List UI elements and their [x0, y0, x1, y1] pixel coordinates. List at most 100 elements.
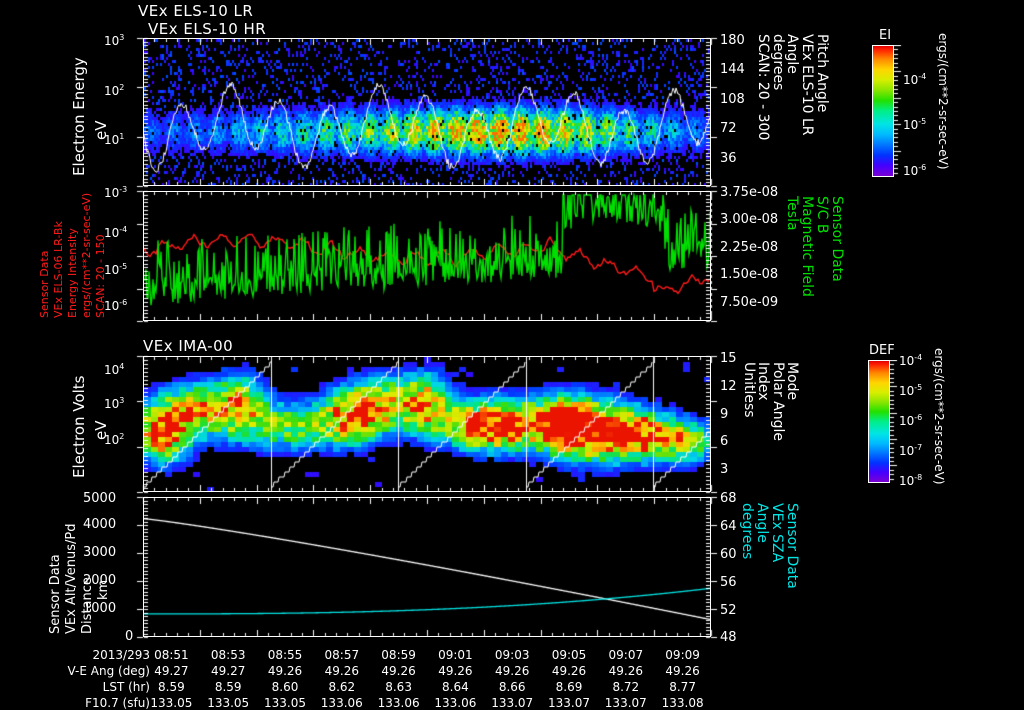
- colorbar1-title: EI: [879, 28, 892, 43]
- panel1-y2tick-2: 108: [720, 92, 745, 107]
- panel1-ytick-0: 103: [104, 33, 125, 48]
- panel2-y2tick-2: 2.25e-08: [720, 240, 779, 255]
- panel3-y2tick-1: 12: [720, 379, 737, 394]
- panel2-ylabel-4: SCAN: 20 - 150: [94, 234, 107, 318]
- panel1-plot-area: [143, 38, 711, 186]
- colorbar2-unit: ergs/(cm**2-sr-sec-eV): [932, 348, 946, 485]
- panel4-y2tick-4: 52: [720, 603, 737, 618]
- panel4-ytick-5: 0: [125, 629, 134, 644]
- time-cell: 09:01: [438, 648, 473, 662]
- panel4-y2tick-3: 56: [720, 575, 737, 590]
- panel3-ytick-2: 102: [104, 432, 125, 447]
- panel3-y2label-3: Unitless: [741, 362, 757, 418]
- time-cell: 49.26: [267, 664, 303, 678]
- colorbar1-tick-0: 10-4: [903, 72, 927, 87]
- panel3-title: VEx IMA-00: [143, 337, 234, 355]
- panel2-y2label-3: Tesla: [784, 196, 800, 231]
- panel1-ylabel-line1: Electron Energy: [70, 57, 88, 176]
- panel4-ytick-2: 3000: [83, 545, 117, 560]
- colorbar2: [868, 360, 890, 483]
- time-cell: 49.26: [495, 664, 530, 678]
- time-cell: 09:07: [608, 648, 644, 662]
- time-cell: 8.63: [385, 680, 412, 694]
- panel3-ytick-0: 104: [104, 362, 125, 377]
- time-cell: 8.77: [669, 680, 696, 694]
- time-cell: 09:05: [551, 648, 587, 662]
- panel1-ytick-1: 102: [104, 83, 125, 98]
- colorbar2-tick-3: 10-7: [899, 443, 923, 458]
- panel2-ytick-0: 10-3: [104, 185, 128, 200]
- panel4-y2tick-2: 60: [720, 547, 737, 562]
- time-cell: 08:53: [210, 648, 246, 662]
- panel1-y2tick-4: 36: [720, 151, 737, 166]
- colorbar1-unit: ergs/(cm**2-sr-sec-eV): [936, 33, 950, 170]
- panel4-y2tick-0: 68: [720, 491, 737, 506]
- panel4-ytick-4: 1000: [83, 601, 117, 616]
- panel2-y2tick-3: 1.50e-08: [720, 267, 779, 282]
- panel2-y2tick-0: 3.75e-08: [720, 185, 779, 200]
- time-cell: 8.69: [555, 680, 583, 694]
- time-cell: 8.59: [214, 680, 242, 694]
- panel1-title-hr: VEx ELS-10 HR: [148, 20, 267, 38]
- time-cell: 49.26: [608, 664, 643, 678]
- colorbar2-tick-4: 10-8: [899, 473, 923, 488]
- time-cell: 08:51: [154, 648, 189, 662]
- time-cell: 49.26: [665, 664, 700, 678]
- time-cell: 49.26: [438, 664, 473, 678]
- panel4-ytick-1: 4000: [83, 517, 117, 532]
- panel4-y2tick-1: 64: [720, 519, 737, 534]
- time-cell: 09:09: [665, 648, 700, 662]
- panel1-y2tick-1: 144: [720, 62, 745, 77]
- panel1-y2tick-3: 72: [720, 121, 737, 136]
- time-cell: 49.26: [551, 664, 587, 678]
- panel3-ytick-1: 103: [104, 396, 125, 411]
- panel2-ytick-3: 10-6: [104, 298, 128, 313]
- time-axis-table: 2013/293 08:51 08:53 08:55 08:57 08:59 09:01 09…: [0, 648, 1024, 710]
- panel1-title-lr: VEx ELS-10 LR: [138, 2, 254, 20]
- panel2-y2tick-1: 3.00e-08: [720, 212, 779, 227]
- panel4-y2tick-5: 48: [720, 630, 737, 645]
- colorbar2-tick-1: 10-5: [899, 383, 923, 398]
- colorbar2-title: DEF: [869, 343, 895, 358]
- time-cell: 49.27: [154, 664, 189, 678]
- panel3-y2tick-4: 3: [720, 462, 729, 477]
- panel2-ytick-2: 10-5: [104, 262, 128, 277]
- panel4-ytick-0: 5000: [83, 491, 117, 506]
- colorbar2-ticks: [890, 360, 898, 483]
- colorbar1-ticks: [894, 45, 902, 177]
- time-cell: 09:03: [494, 648, 530, 662]
- panel3-plot-area: [143, 356, 711, 492]
- colorbar1-tick-2: 10-6: [903, 163, 927, 178]
- time-cell: 08:55: [267, 648, 303, 662]
- time-cell: 49.26: [324, 664, 359, 678]
- panel1-y2tick-0: 180: [720, 33, 745, 48]
- time-cell: 8.60: [271, 680, 299, 694]
- time-cell: 8.62: [328, 680, 356, 694]
- panel3-y2tick-2: 9: [720, 407, 729, 422]
- time-cell: 49.26: [381, 664, 416, 678]
- panel1-ytick-2: 101: [104, 132, 125, 147]
- panel4-y2label-3: degrees: [739, 503, 755, 560]
- time-cell: 08:57: [324, 648, 360, 662]
- panel2-plot-area: [143, 191, 711, 321]
- time-cell: 08:59: [381, 648, 416, 662]
- panel3-y2tick-0: 15: [720, 351, 737, 366]
- time-row-label: V-E Ang (deg): [67, 664, 150, 678]
- panel1-y2label-4: SCAN: 20 - 300: [755, 34, 771, 141]
- time-cell: 8.72: [612, 680, 640, 694]
- panel4-plot-area: [143, 497, 711, 637]
- time-cell: 8.66: [498, 680, 526, 694]
- time-row-label: LST (hr): [102, 680, 150, 694]
- colorbar2-tick-2: 10-6: [899, 413, 923, 428]
- panel2-ytick-1: 10-4: [104, 225, 128, 240]
- time-cell: 8.59: [158, 680, 185, 694]
- panel3-y2tick-3: 6: [720, 434, 729, 449]
- colorbar1-tick-1: 10-5: [903, 117, 927, 132]
- time-cell: 49.27: [211, 664, 246, 678]
- colorbar2-tick-0: 10-4: [899, 353, 923, 368]
- panel2-y2tick-4: 7.50e-09: [720, 295, 779, 310]
- panel4-ytick-3: 2000: [83, 573, 117, 588]
- colorbar1: [872, 45, 894, 177]
- time-row-label: 2013/293: [92, 648, 151, 662]
